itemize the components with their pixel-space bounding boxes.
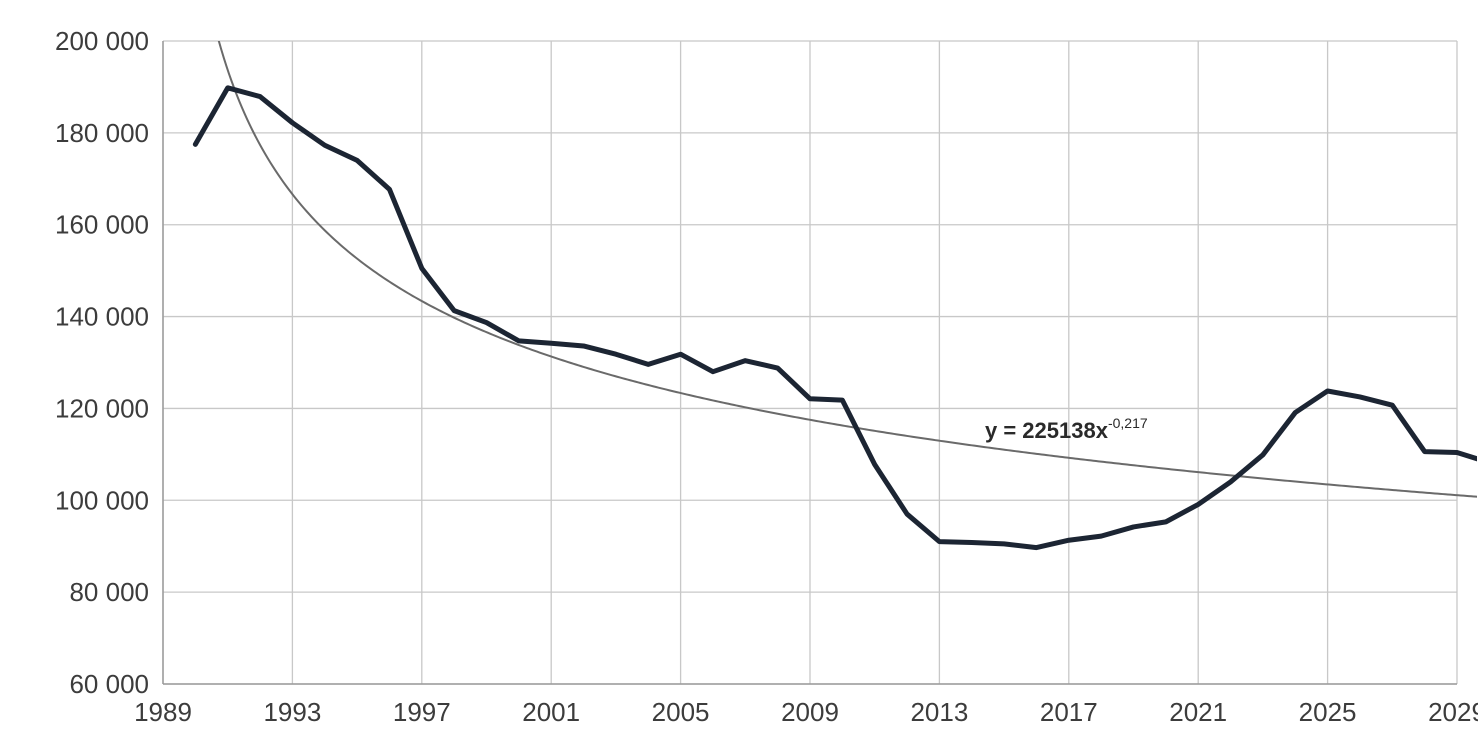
trendline-equation: y = 225138x-0,217 [985,415,1148,443]
y-tick-label: 160 000 [55,210,149,240]
x-tick-label: 1989 [134,697,192,727]
y-tick-label: 100 000 [55,485,149,515]
series-lines [192,41,1477,551]
x-tick-label: 2005 [652,697,710,727]
gridlines [162,40,1458,685]
axis-lines [162,41,1457,685]
data-series-line [192,85,1477,551]
y-tick-label: 200 000 [55,26,149,56]
y-tick-label: 60 000 [69,669,149,699]
x-axis-tick-labels: 1989 1993 1997 2001 2005 2009 2013 2017 2021 2025… [134,697,1478,727]
trendline-equation-exponent: -0,217 [1108,415,1148,431]
y-tick-label: 180 000 [55,118,149,148]
x-tick-label: 2001 [522,697,580,727]
trendline [217,41,1477,498]
x-tick-label: 2029 [1428,697,1478,727]
x-tick-label: 1997 [393,697,451,727]
trendline-equation-base: y = 225138x [985,418,1109,443]
x-tick-label: 2025 [1299,697,1357,727]
x-tick-label: 1993 [263,697,321,727]
y-tick-label: 140 000 [55,302,149,332]
x-tick-label: 2009 [781,697,839,727]
y-tick-label: 80 000 [69,577,149,607]
y-tick-label: 120 000 [55,393,149,423]
x-tick-label: 2021 [1169,697,1227,727]
x-tick-label: 2017 [1040,697,1098,727]
y-axis-tick-labels: 60 000 80 000 100 000 120 000 140 000 160 000… [55,26,149,699]
x-tick-label: 2013 [910,697,968,727]
